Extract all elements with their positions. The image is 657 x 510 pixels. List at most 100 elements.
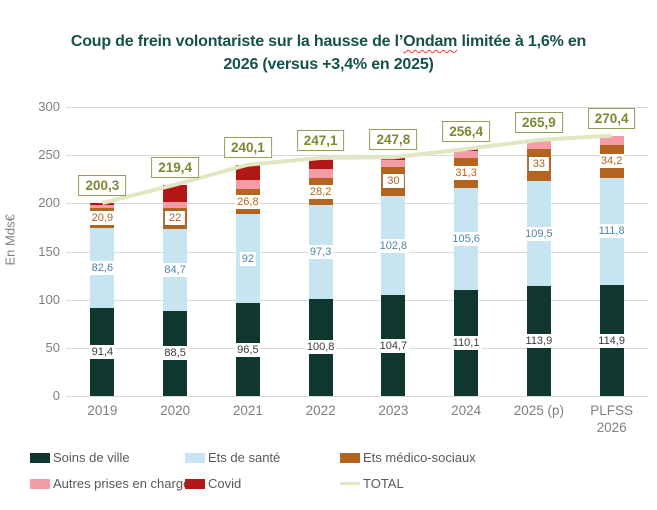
- x-tick-text: 2022: [305, 403, 336, 418]
- data-label-ets-de-sant-: 111,8: [596, 224, 627, 239]
- total-label: 219,4: [151, 156, 200, 178]
- legend-item-ets-m-dico-sociaux: Ets médico-sociaux: [340, 450, 476, 465]
- bar-segment-autres-prises-en-charge: [90, 205, 115, 209]
- legend-swatch-box: [30, 452, 50, 463]
- chart-title-line1: Coup de frein volontariste sur la hausse…: [12, 30, 645, 53]
- data-label-ets-de-sant-: 109,5: [523, 226, 555, 241]
- y-tick-label: 50: [45, 339, 60, 355]
- legend-swatch-box: [185, 478, 205, 489]
- data-label-ets-m-dico-sociaux: 22: [164, 209, 187, 226]
- x-tick-text: PLFSS 2026: [590, 403, 634, 435]
- data-label-soins-de-ville: 91,4: [89, 344, 116, 359]
- data-label-soins-de-ville: 104,7: [377, 338, 410, 353]
- title-text: limitée à 1,6% en: [457, 33, 587, 50]
- x-tick-text: 2020: [160, 403, 191, 418]
- y-tick-label: 100: [38, 291, 60, 307]
- gridline: [66, 251, 648, 253]
- y-axis-title: En Mds€: [2, 214, 18, 266]
- y-axis-ticks: 300 250 200 150 100 50 0: [26, 99, 60, 403]
- legend-label: Soins de ville: [53, 450, 130, 465]
- data-label-soins-de-ville: 96,5: [235, 342, 261, 357]
- legend-item-ets-de-sant-: Ets de santé: [185, 450, 338, 465]
- x-tick-label: 2025 (p): [503, 402, 576, 436]
- x-tick-text: 2021: [232, 403, 263, 418]
- total-label: 270,4: [587, 107, 636, 129]
- total-label: 247,1: [296, 129, 345, 151]
- legend-swatch-box: [30, 478, 50, 489]
- data-label-ets-de-sant-: 97,3: [307, 245, 334, 260]
- bar-segment-autres-prises-en-charge: [526, 139, 551, 150]
- gridline: [66, 107, 648, 108]
- legend-item-soins-de-ville: Soins de ville: [30, 450, 183, 465]
- data-label-ets-m-dico-sociaux: 26,8: [235, 194, 261, 209]
- bar-segment-covid: [90, 203, 115, 206]
- data-label-soins-de-ville: 88,5: [162, 346, 188, 361]
- y-tick-label: 200: [38, 195, 60, 211]
- x-tick-text: 2023: [378, 403, 409, 418]
- spellcheck-wavy-underline: Ondam: [403, 33, 458, 50]
- data-label-soins-de-ville: 114,9: [596, 333, 627, 348]
- data-label-ets-de-sant-: 102,8: [377, 238, 410, 253]
- legend-label: TOTAL: [363, 476, 404, 491]
- legend: Soins de ville Ets de santé Ets médico-soc…: [30, 450, 476, 491]
- chart-title-line2: 2026 (versus +3,4% en 2025): [223, 56, 434, 73]
- x-tick-label: 2019: [66, 402, 139, 436]
- total-label: 200,3: [78, 175, 127, 197]
- legend-label: Autres prises en charge: [53, 476, 191, 491]
- y-tick-label: 0: [52, 388, 60, 403]
- legend-item-autres-prises-en-charge: Autres prises en charge: [30, 476, 190, 491]
- legend-swatch-line: [340, 482, 360, 485]
- legend-swatch-box: [185, 452, 205, 463]
- data-label-ets-m-dico-sociaux: 33: [527, 155, 550, 172]
- data-label-ets-m-dico-sociaux: 28,2: [307, 184, 334, 199]
- legend-swatch-box: [340, 452, 360, 463]
- bar-segment-autres-prises-en-charge: [308, 169, 333, 178]
- data-label-ets-de-sant-: 84,7: [162, 262, 188, 277]
- bar-segment-autres-prises-en-charge: [599, 135, 624, 145]
- y-tick-label: 250: [38, 147, 60, 163]
- bar-segment-covid: [235, 164, 260, 180]
- legend-label: Covid: [208, 476, 242, 491]
- x-axis-labels: 2019 2020 2021 2022 2023 2024 2025 (p) PLFSS 20…: [66, 402, 648, 436]
- plot-area: 91,4 82,6 20,9 88,5 84,7 22 96,5 92 26,8 100,8 97,…: [66, 107, 648, 397]
- legend-item-total: TOTAL: [340, 476, 476, 491]
- total-line: [101, 133, 612, 205]
- data-label-ets-m-dico-sociaux: 31,3: [453, 166, 479, 181]
- bar-segment-autres-prises-en-charge: [454, 150, 479, 159]
- chart-title: Coup de frein volontariste sur la hausse…: [12, 30, 645, 76]
- x-tick-label: 2023: [357, 402, 430, 436]
- total-label: 240,1: [223, 136, 272, 158]
- legend-label: Ets médico-sociaux: [363, 450, 476, 465]
- data-label-ets-m-dico-sociaux: 34,2: [598, 154, 625, 169]
- bar-segment-autres-prises-en-charge: [235, 179, 260, 189]
- x-tick-label: 2021: [212, 402, 285, 436]
- x-tick-label: 2020: [139, 402, 212, 436]
- bar-segment-autres-prises-en-charge: [381, 160, 406, 168]
- gridline: [66, 299, 648, 301]
- title-text: Coup de frein volontariste sur la hausse…: [70, 33, 404, 50]
- bar-segment-autres-prises-en-charge: [163, 202, 188, 208]
- x-tick-label: PLFSS 2026: [575, 402, 648, 436]
- legend-label: Ets de santé: [208, 450, 281, 465]
- total-label: 256,4: [442, 121, 491, 143]
- y-tick-label: 150: [38, 243, 60, 259]
- x-tick-text: 2025 (p): [513, 403, 565, 418]
- data-label-ets-m-dico-sociaux: 30: [382, 172, 405, 189]
- gridline: [66, 347, 648, 349]
- gridline: [66, 203, 648, 205]
- y-tick-label: 300: [38, 99, 60, 114]
- x-tick-label: 2024: [430, 402, 503, 436]
- data-label-soins-de-ville: 113,9: [523, 334, 555, 349]
- data-label-soins-de-ville: 110,1: [450, 335, 482, 350]
- x-tick-label: 2022: [284, 402, 357, 436]
- bar-segment-covid: [163, 184, 188, 202]
- data-label-ets-de-sant-: 105,6: [450, 232, 482, 247]
- legend-item-covid: Covid: [185, 476, 338, 491]
- total-label: 247,8: [369, 129, 418, 151]
- total-label: 265,9: [514, 111, 563, 133]
- x-tick-text: 2024: [451, 403, 482, 418]
- x-tick-text: 2019: [87, 403, 118, 418]
- data-label-ets-m-dico-sociaux: 20,9: [89, 211, 116, 226]
- data-label-ets-de-sant-: 92: [239, 251, 256, 266]
